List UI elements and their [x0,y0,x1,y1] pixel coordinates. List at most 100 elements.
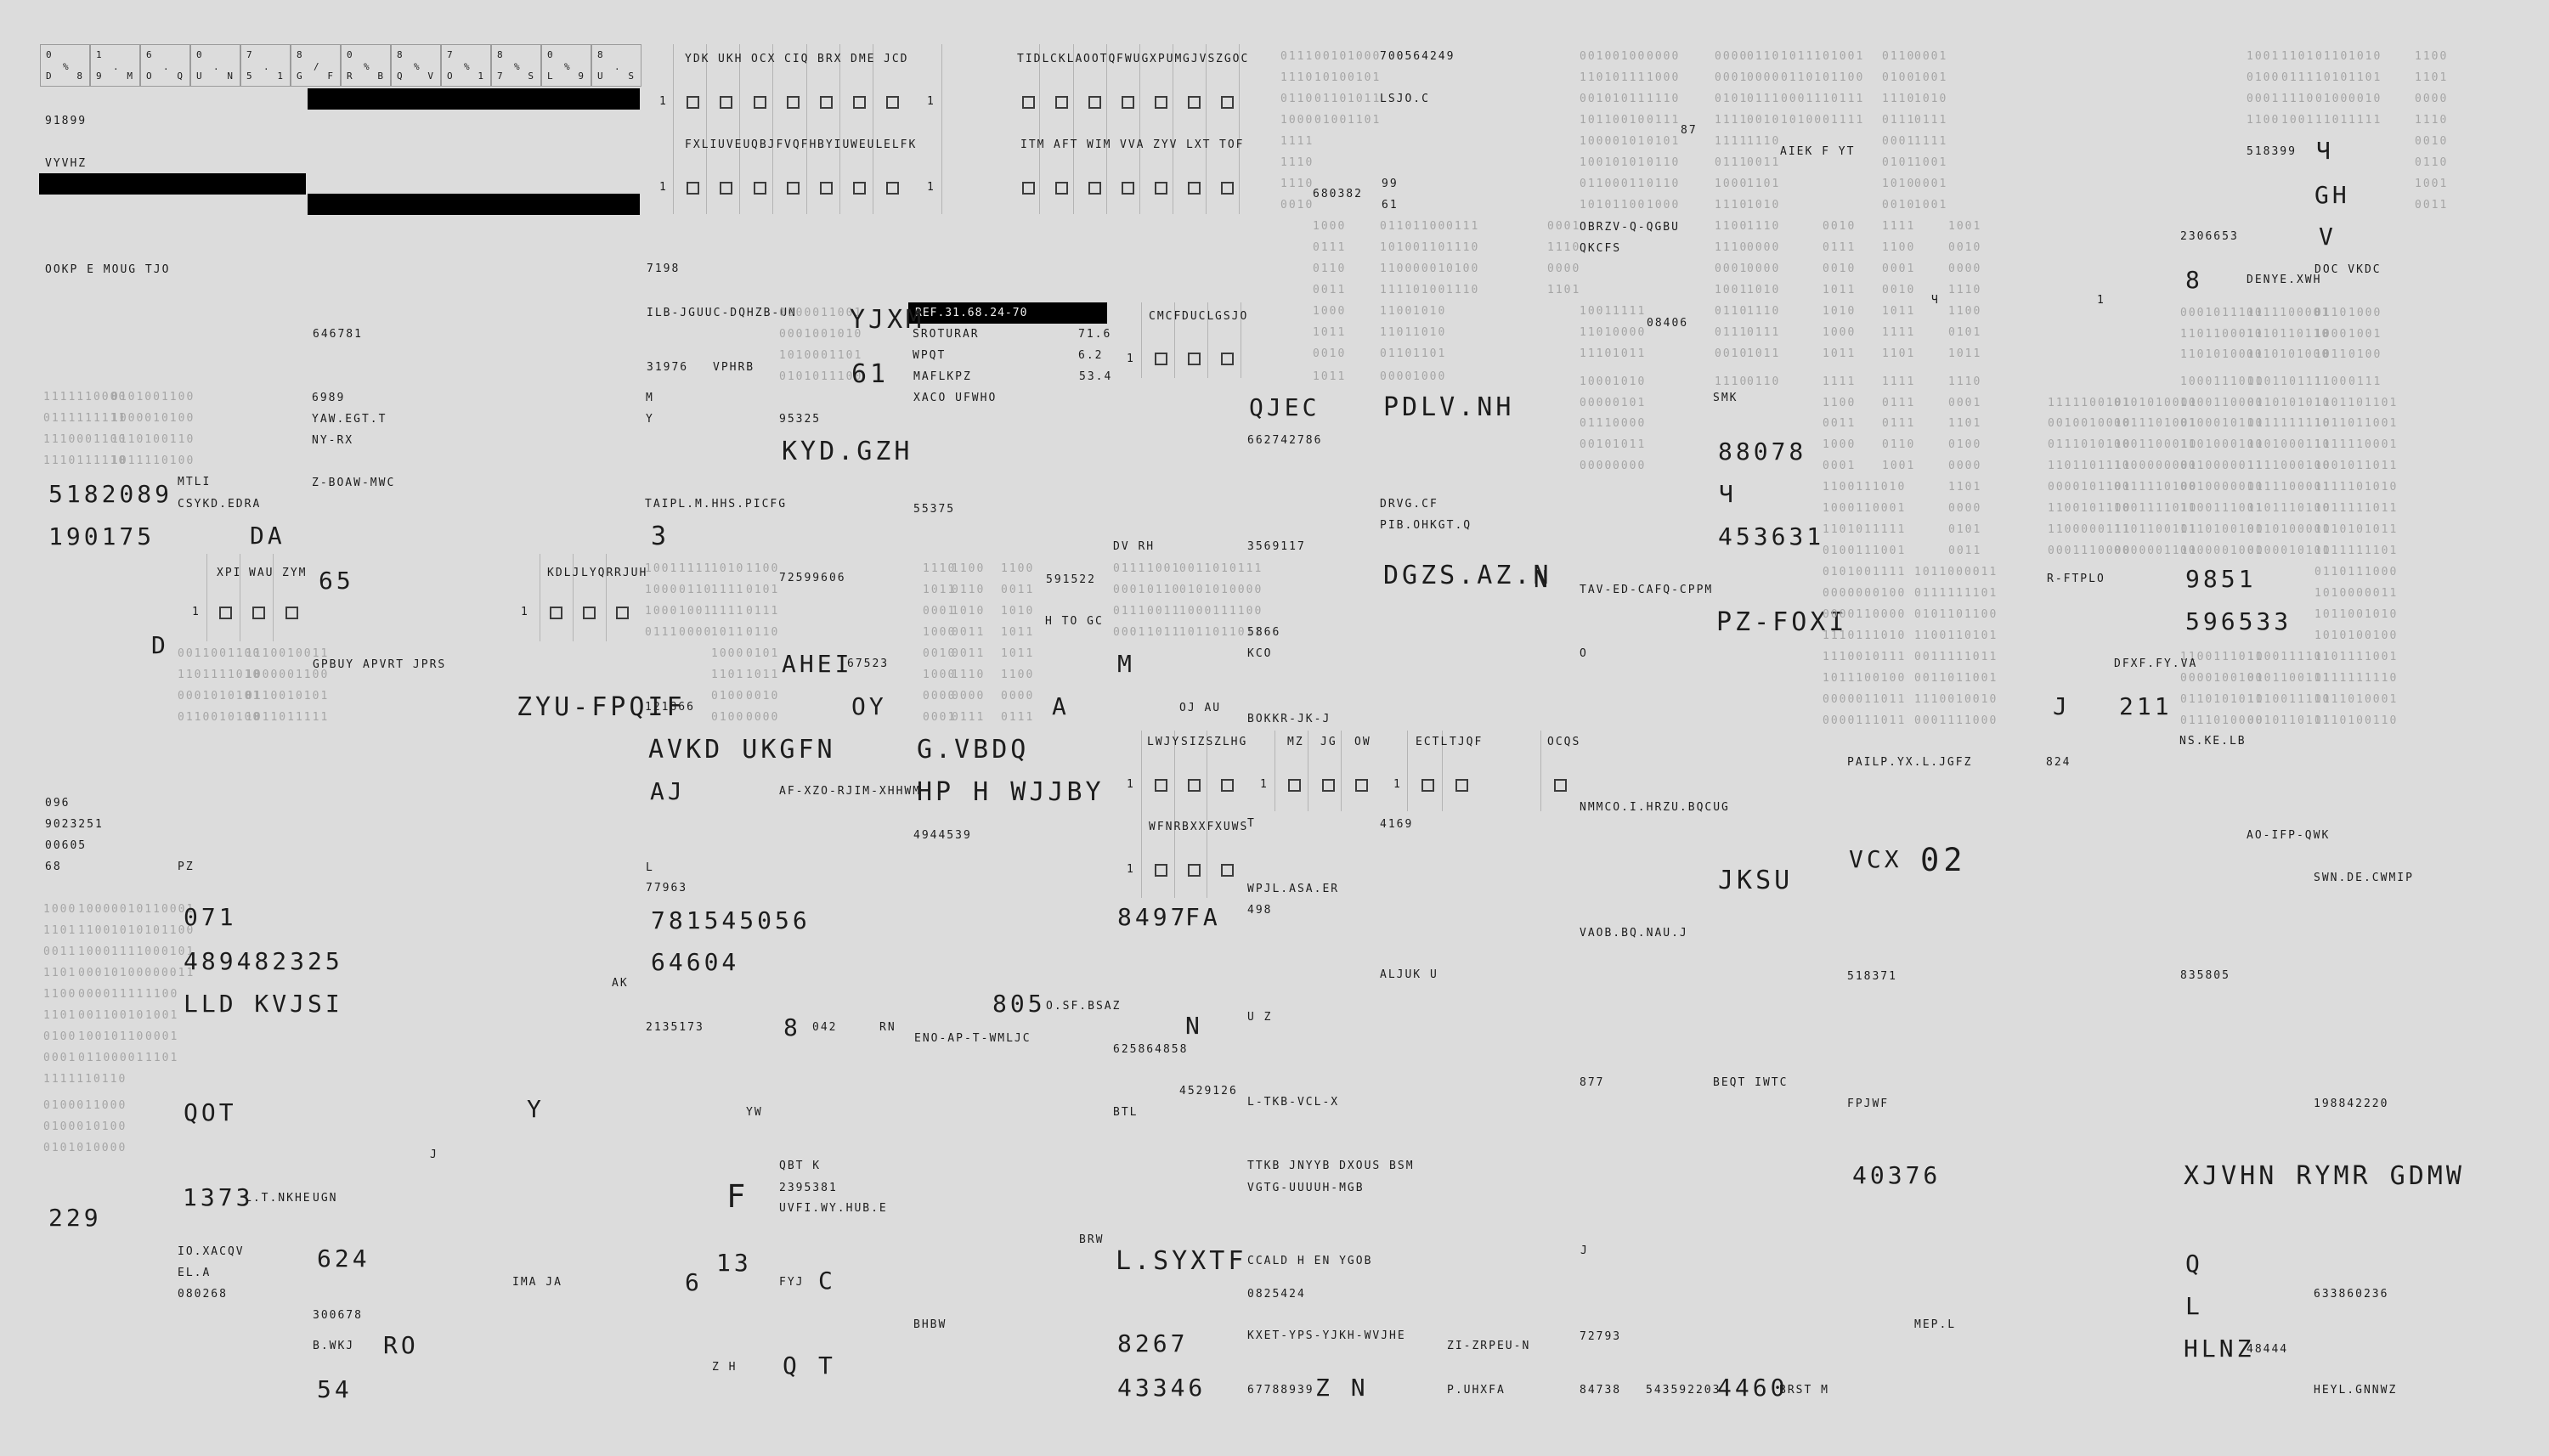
checkbox[interactable] [720,96,732,109]
checkbox[interactable] [1122,96,1134,109]
binary-group: 1000 [923,626,957,639]
stat-cell: 0% L 9 [541,44,591,87]
checkbox[interactable] [754,182,766,195]
number-label: 48444 [2247,1343,2289,1356]
checkbox[interactable] [1155,182,1167,195]
binary-group: 1111 [2348,114,2382,127]
checkbox[interactable] [687,96,699,109]
checkbox[interactable] [252,607,265,619]
binary-group: 0000 [1580,460,1614,472]
binary-group: 1011000011 [1914,566,1998,578]
checkbox[interactable] [787,96,800,109]
binary-group: 1100110101 [1914,629,1998,642]
binary-group: 0110010101 [246,690,330,703]
binary-group: 0101 [1348,71,1382,84]
stat-cell-value: 1 [96,49,102,60]
binary-group: 1111 [111,988,145,1001]
number-label: 1 [927,95,935,108]
checkbox[interactable] [720,182,732,195]
code-label: FPJWF [1847,1098,1890,1110]
checkbox[interactable] [1288,779,1301,792]
checkbox[interactable] [1355,779,1368,792]
checkbox[interactable] [1188,353,1201,365]
checkbox[interactable] [1055,96,1068,109]
binary-group: 0010 [1314,50,1348,63]
checkbox[interactable] [1155,864,1167,877]
code-label: J [430,1148,438,1161]
checkbox[interactable] [1554,779,1567,792]
number-label: 8267 [1117,1329,1189,1357]
checkbox[interactable] [583,607,596,619]
binary-group: 1011 [1147,626,1181,639]
binary-group: 1001 [2281,114,2315,127]
checkbox[interactable] [1188,779,1201,792]
checkbox[interactable] [1221,779,1234,792]
column-separator [839,44,840,214]
checkbox[interactable] [550,607,562,619]
checkbox[interactable] [285,607,298,619]
binary-group: 0001 [1547,220,1581,233]
column-separator [1341,731,1342,811]
checkbox[interactable] [1221,182,1234,195]
binary-group: 0000 [746,711,780,724]
checkbox[interactable] [1088,96,1101,109]
checkbox[interactable] [1155,353,1167,365]
checkbox[interactable] [1221,864,1234,877]
binary-group: 0000 [1580,397,1614,409]
checkbox[interactable] [820,182,833,195]
binary-group: 0111 [2348,375,2382,388]
binary-group: 0110 [1715,305,1749,318]
checkbox[interactable] [853,182,866,195]
checkbox[interactable] [820,96,833,109]
checkbox[interactable] [1221,96,1234,109]
checkbox[interactable] [886,182,899,195]
code-label: VYVHZ [45,157,88,170]
checkbox[interactable] [1155,779,1167,792]
checkbox[interactable] [1122,182,1134,195]
checkbox[interactable] [754,96,766,109]
binary-group: 1000110000 [2180,397,2264,409]
checkbox[interactable] [687,182,699,195]
stat-cell: 8 / G F [291,44,341,87]
number-label: 87 [1681,124,1698,137]
checkbox[interactable] [1055,182,1068,195]
binary-group: 1010 [1747,284,1781,296]
binary-group: 0010110001 [111,903,195,916]
binary-group: 0111 [1113,562,1147,575]
checkbox[interactable] [1455,779,1468,792]
stat-cell-value: . [213,61,219,72]
binary-group: 1111110110 [43,1073,127,1086]
checkbox[interactable] [1022,96,1035,109]
code-label: GPBUY APVRT JPRS [313,658,447,671]
checkbox[interactable] [1322,779,1335,792]
code-label: ILB-JGUUC-DQHZB-UN [647,307,797,319]
checkbox[interactable] [1188,182,1201,195]
binary-group: 1000010100 [111,412,195,425]
code-label: Z H [712,1361,738,1374]
checkbox[interactable] [1155,96,1167,109]
checkbox[interactable] [616,607,629,619]
binary-group: 0111 [1313,241,1347,254]
binary-group: 1101111010 [178,669,262,681]
checkbox[interactable] [1188,864,1201,877]
checkbox[interactable] [1221,353,1234,365]
checkbox[interactable] [886,96,899,109]
binary-group: 1111 [1914,135,1948,148]
code-label: OCQS [1547,736,1581,748]
code-label: YAW.EGT.T [312,413,387,426]
checkbox[interactable] [853,96,866,109]
number-label: 9023251 [45,818,104,831]
binary-group: 0110101010 [2247,397,2331,409]
checkbox[interactable] [787,182,800,195]
checkbox[interactable] [1188,96,1201,109]
binary-group: 0001 [145,1030,179,1043]
checkbox[interactable] [1088,182,1101,195]
binary-group: 1110 [1747,220,1781,233]
checkbox[interactable] [219,607,232,619]
binary-group: 1001 [1147,562,1181,575]
checkbox[interactable] [1421,779,1434,792]
binary-group: 1100101100 [2048,502,2132,515]
binary-group: 1100 [1001,669,1035,681]
number-label: 95325 [779,413,822,426]
checkbox[interactable] [1022,182,1035,195]
